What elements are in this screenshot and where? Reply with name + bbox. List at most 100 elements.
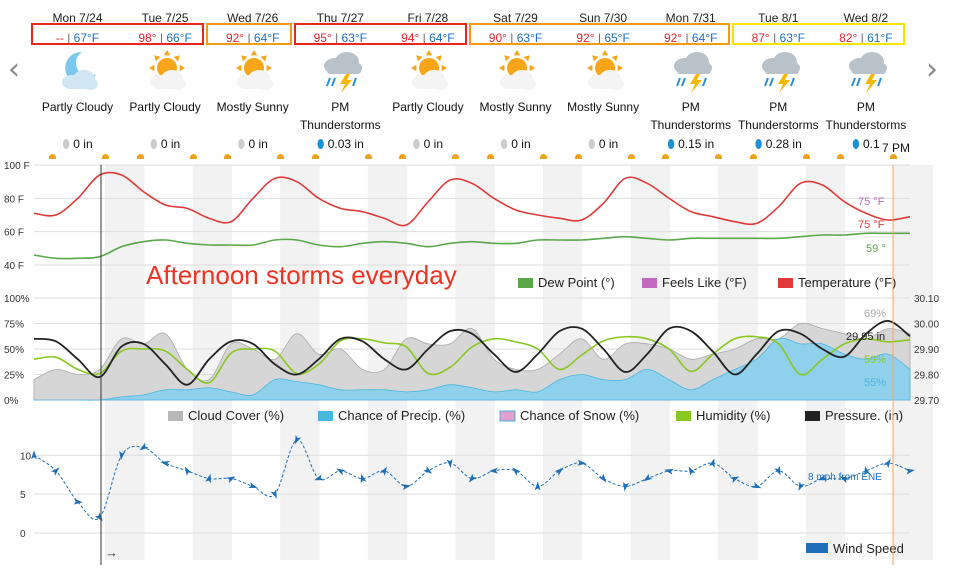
low-temp: 63°F [779, 31, 806, 45]
wind-arrow-icon [798, 481, 805, 491]
temp-separator: | [685, 31, 689, 45]
high-temp: 82° [839, 31, 858, 45]
wind-arrow-shape [294, 434, 302, 445]
sunrise-icon [574, 154, 582, 159]
sun-cloud-icon [499, 50, 536, 90]
legend-swatch [518, 278, 533, 288]
wind-arrow-shape [360, 473, 367, 484]
wind-arrow-shape [577, 459, 587, 466]
day-temps: 94° | 64°F [384, 31, 471, 45]
day-forecast-3[interactable]: Thu 7/27 95° | 63°F PM Thunderstorms ⬮ 0.03… [297, 0, 384, 165]
sunset-icon [102, 154, 109, 159]
day-forecast-5[interactable]: Sat 7/29 90° | 63°F Mostly Sunny ⬮ 0 in [472, 0, 559, 165]
wind-arrow-icon [664, 468, 674, 475]
day-precip: ⬮ 0.15 in [647, 137, 734, 152]
day-precip: ⬮ 0 in [472, 137, 559, 152]
wind-arrow-icon [294, 434, 302, 445]
precip-amount: 0.1 [862, 137, 880, 151]
y-tick-label: 100 F [4, 161, 30, 172]
wind-arrow-icon [554, 467, 564, 476]
wind-arrow-icon [184, 466, 192, 476]
prev-chevron-icon[interactable]: ‹ [8, 52, 20, 87]
legend-label: Cloud Cover (%) [188, 408, 284, 423]
wind-arrow-shape [664, 468, 674, 475]
temp-separator: | [67, 31, 71, 45]
precip-amount: 0 in [160, 137, 181, 151]
wind-arrow-icon [205, 473, 211, 484]
wind-arrow-shape [643, 473, 653, 482]
y-tick-left: 25% [4, 371, 24, 382]
day-forecast-9[interactable]: Wed 8/2 82° | 61°F PM Thunderstorms ⬮ 0.1 [822, 0, 909, 165]
day-precip: ⬮ 0 in [34, 137, 121, 152]
day-date: Wed 7/26 [227, 11, 279, 25]
temp-separator: | [510, 31, 514, 45]
humidity-line [33, 335, 911, 384]
day-forecast-6[interactable]: Sun 7/30 92° | 65°F Mostly Sunny ⬮ 0 in [560, 0, 647, 165]
wind-arrow-icon [446, 458, 453, 469]
legend-swatch [806, 543, 828, 553]
thunderstorm-icon [849, 52, 888, 93]
wind-arrow-icon [401, 484, 412, 491]
sunrise-icon [749, 154, 757, 159]
y-tick-label: 0 [20, 529, 26, 540]
legend-swatch [499, 410, 516, 422]
precip-chance-area [34, 337, 911, 401]
sunset-icon [890, 154, 898, 159]
wind-arrow-shape [708, 458, 715, 468]
day-precip: ⬮ 0 in [122, 137, 209, 152]
sunrise-icon [399, 154, 407, 159]
wind-arrow-icon [488, 467, 499, 474]
sunrise-icon [136, 154, 144, 159]
wind-speed-line [33, 439, 911, 520]
legend-label: Humidity (%) [696, 408, 770, 423]
day-temps: 92° | 64°F [647, 31, 734, 45]
wind-arrow-shape [160, 460, 170, 467]
sunset-icon [627, 154, 635, 159]
precip-amount: 0 in [73, 137, 93, 151]
day-condition: PM Thunderstorms [299, 100, 381, 132]
wind-arrow-shape [73, 498, 83, 505]
day-date: Thu 7/27 [316, 11, 364, 25]
temp-separator: | [860, 31, 864, 45]
humidity-end-label: 59% [864, 354, 886, 366]
legend-label: Pressure. (in) [825, 408, 903, 423]
high-temp: 90° [488, 31, 507, 45]
low-temp: 63°F [516, 31, 543, 45]
wind-arrow-icon [31, 450, 37, 460]
sun-cloud-icon [586, 50, 624, 90]
high-temp: -- [55, 31, 64, 45]
wind-arrow-icon [905, 468, 915, 475]
next-chevron-icon[interactable]: › [926, 52, 938, 87]
temp-separator: | [159, 31, 163, 45]
day-precip: ⬮ 0.03 in [297, 137, 384, 152]
day-forecast-1[interactable]: Tue 7/25 98° | 66°F Partly Cloudy ⬮ 0 in [122, 0, 209, 165]
day-temps: 82° | 61°F [822, 31, 909, 45]
wind-arrow-icon [360, 473, 367, 484]
wind-arrow-shape [226, 476, 236, 484]
y-tick-left: 0% [4, 396, 19, 407]
wind-arrow-icon [226, 476, 236, 484]
wind-arrow-icon [577, 459, 587, 466]
day-forecast-0[interactable]: Mon 7/24 -- | 67°F Partly Cloudy ⬮ 0 in [34, 0, 121, 165]
wind-arrow-shape [401, 484, 412, 491]
day-date: Mon 7/31 [665, 11, 716, 25]
day-date: Fri 7/28 [407, 11, 449, 25]
day-forecast-4[interactable]: Fri 7/28 94° | 64°F Partly Cloudy ⬮ 0 in [384, 0, 471, 165]
wind-arrow-shape [751, 482, 762, 489]
wind-arrow-shape [622, 481, 629, 492]
day-forecast-8[interactable]: Tue 8/1 87° | 63°F PM Thunderstorms ⬮ 0.28 … [735, 0, 822, 165]
wind-arrow-icon [160, 460, 170, 467]
day-forecast-2[interactable]: Wed 7/26 92° | 64°F Mostly Sunny ⬮ 0 in [209, 0, 296, 165]
wind-arrow-shape [554, 467, 564, 476]
day-forecast-7[interactable]: Mon 7/31 92° | 64°F PM Thunderstorms ⬮ 0.15… [647, 0, 734, 165]
pressure-end-label: 29.95 in [846, 331, 885, 343]
high-temp: 87° [751, 31, 770, 45]
wind-arrow-icon [139, 442, 149, 451]
wind-arrow-icon [622, 481, 629, 492]
y-tick-left: 50% [4, 345, 24, 356]
wind-arrow-shape [50, 467, 60, 476]
temperature-chart: 100 F 80 F 60 F 40 F 75 °F 75 °F 59 ° Dew Point… [4, 161, 911, 290]
day-condition: Mostly Sunny [216, 100, 289, 114]
temp-separator: | [335, 31, 339, 45]
